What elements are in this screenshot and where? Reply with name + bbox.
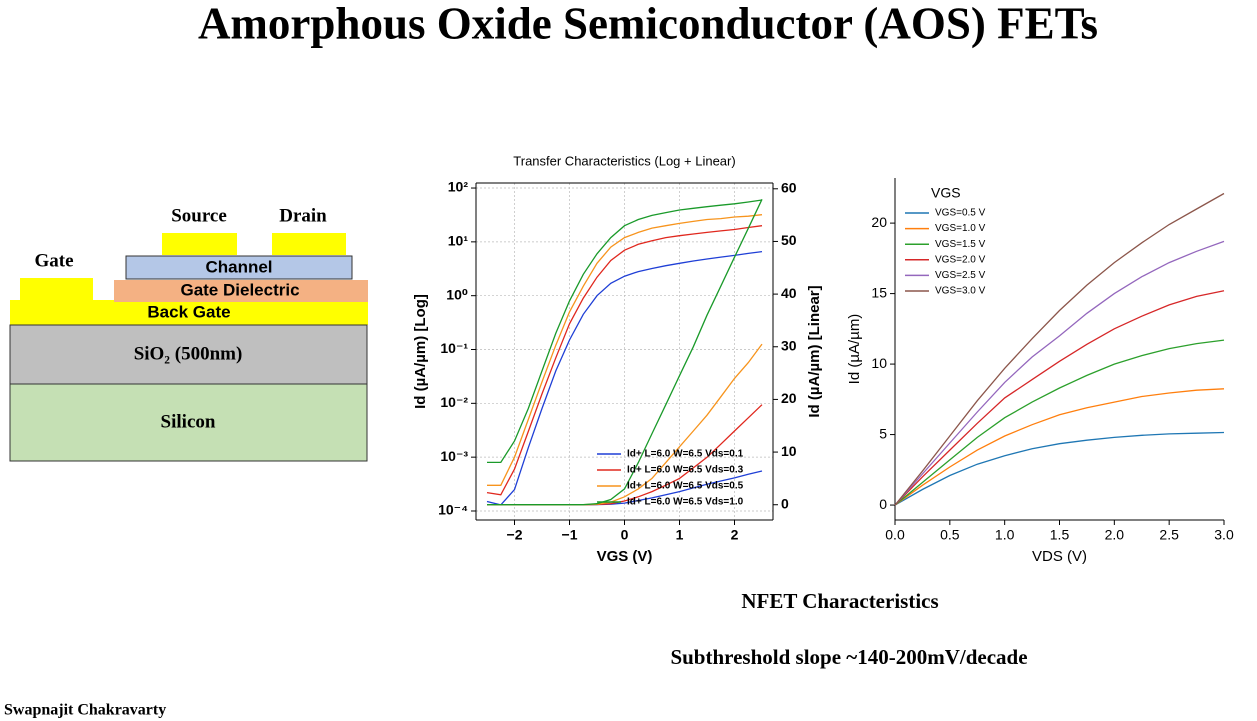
series-line: [894, 388, 1225, 506]
y-tick-label: 10⁻²: [440, 394, 468, 410]
y2-tick-label: 20: [781, 390, 797, 406]
legend-label: VGS=1.5 V: [935, 239, 986, 250]
dielectric-label: Gate Dielectric: [180, 280, 299, 299]
x-tick-label: 2.0: [1105, 527, 1125, 543]
y-tick-label: 10¹: [448, 233, 469, 249]
dielectric-layer: [114, 280, 368, 302]
legend-label: Id+ L=6.0 W=6.5 Vds=0.3: [627, 465, 744, 476]
y-tick-label: 15: [871, 284, 887, 300]
y-tick-label: 0: [879, 496, 887, 512]
caption: NFET Characteristics: [741, 589, 938, 613]
substrate-label: Silicon: [161, 411, 216, 432]
y-axis-label: Id (µA/µm): [846, 314, 863, 385]
x-tick-label: 2: [731, 527, 739, 543]
y2-tick-label: 10: [781, 443, 797, 459]
source-pad: [162, 233, 237, 255]
x-tick-label: 1.0: [995, 527, 1015, 543]
series-line: [894, 240, 1225, 506]
legend-title: VGS: [931, 185, 961, 201]
source-label: Source: [171, 205, 227, 226]
legend-label: VGS=0.5 V: [935, 208, 986, 219]
channel-layer: [125, 255, 353, 280]
series-line: [894, 290, 1225, 506]
legend-label: Id+ L=6.0 W=6.5 Vds=0.5: [627, 481, 744, 492]
series-line: [487, 214, 763, 486]
series-line: [894, 339, 1225, 506]
legend-label: Id+ L=6.0 W=6.5 Vds=0.1: [627, 449, 744, 460]
author: Swapnajit Chakravarty: [4, 702, 166, 719]
x-axis-label: VDS (V): [1032, 548, 1087, 565]
series-line: [894, 431, 1225, 506]
caption: Subthreshold slope ~140-200mV/decade: [670, 645, 1027, 669]
y-tick-label: 10²: [448, 179, 469, 195]
drain-label: Drain: [279, 205, 327, 226]
series-line: [487, 199, 763, 464]
x-tick-label: 1: [676, 527, 684, 543]
gate-label: Gate: [34, 250, 73, 271]
y-tick-label: 10⁰: [446, 286, 468, 302]
x-tick-label: −2: [507, 527, 523, 543]
back-gate-label: Back Gate: [147, 302, 230, 321]
x-tick-label: −1: [562, 527, 578, 543]
y-tick-label: 10⁻¹: [440, 340, 468, 356]
back-gate-layer: [10, 300, 368, 325]
y-tick-label: 10⁻³: [440, 448, 468, 464]
device-diagram: Gate Source Drain Channel Gate Dielectri…: [9, 205, 368, 462]
y-tick-label: 20: [871, 214, 887, 230]
y2-tick-label: 0: [781, 495, 789, 511]
chart-title: Transfer Characteristics (Log + Linear): [513, 153, 735, 168]
legend-label: VGS=2.5 V: [935, 270, 986, 281]
x-axis-label: VGS (V): [597, 548, 653, 565]
x-tick-label: 0: [621, 527, 629, 543]
legend-label: VGS=3.0 V: [935, 286, 986, 297]
y2-tick-label: 30: [781, 337, 797, 353]
y-axis-label: Id (µA/µm) [Log]: [412, 294, 429, 409]
y2-tick-label: 60: [781, 179, 797, 195]
oxide-layer: [9, 324, 368, 385]
legend-label: Id+ L=6.0 W=6.5 Vds=1.0: [627, 497, 744, 508]
slide-title: Amorphous Oxide Semiconductor (AOS) FETs: [198, 0, 1098, 48]
gate-pad: [20, 278, 93, 300]
y2-tick-label: 40: [781, 285, 797, 301]
substrate-layer: [9, 383, 368, 462]
y2-tick-label: 50: [781, 232, 797, 248]
x-tick-label: 0.5: [940, 527, 960, 543]
series-line: [486, 250, 763, 506]
x-tick-label: 3.0: [1214, 527, 1234, 543]
x-tick-label: 1.5: [1050, 527, 1070, 543]
y-tick-label: 10: [871, 355, 887, 371]
y2-axis-label: Id (µA/µm) [Linear]: [806, 285, 823, 417]
series-line: [487, 199, 763, 506]
x-tick-label: 2.5: [1159, 527, 1179, 543]
x-tick-label: 0.0: [885, 527, 905, 543]
y-tick-label: 10⁻⁴: [438, 502, 468, 518]
drain-pad: [272, 233, 346, 255]
legend-label: VGS=2.0 V: [935, 254, 986, 265]
legend-label: VGS=1.0 V: [935, 223, 986, 234]
oxide-label: SiO₂ (500nm): [134, 343, 243, 364]
series-line: [486, 225, 763, 496]
series-line: [894, 192, 1225, 506]
y-tick-label: 5: [879, 425, 887, 441]
channel-label: Channel: [205, 257, 272, 276]
